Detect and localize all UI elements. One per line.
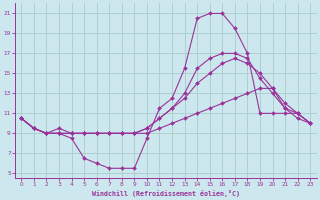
X-axis label: Windchill (Refroidissement éolien,°C): Windchill (Refroidissement éolien,°C) <box>92 190 240 197</box>
